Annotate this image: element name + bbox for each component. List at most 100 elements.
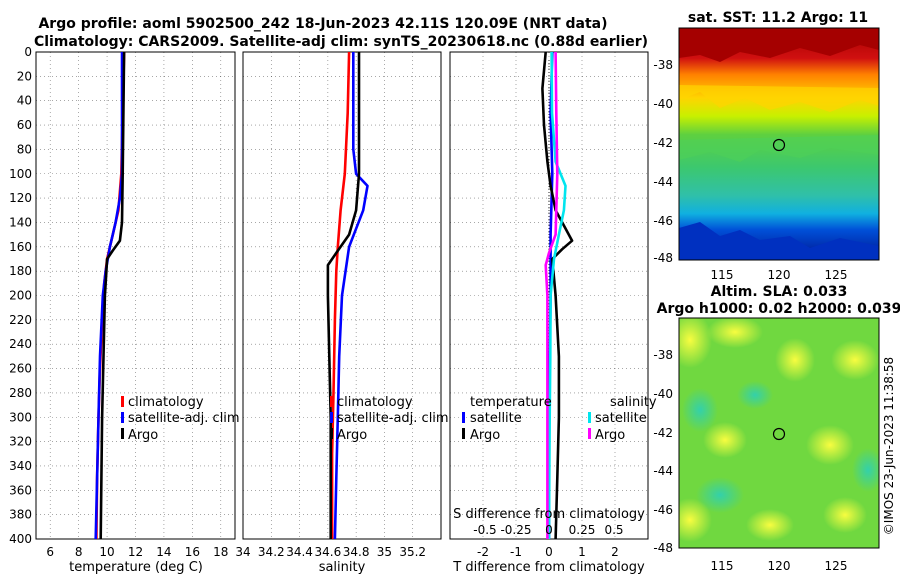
lat-tick-label: -38 [653,58,673,72]
s-tick-label: 0.5 [604,523,623,537]
sla-low-anomaly [737,381,773,409]
sla-high-anomaly [775,338,815,382]
legend-satellite-swatch [330,412,333,423]
temperature-panel: 0 20 40 60 80 100 120 140 160 180 200 220 240 260 280 3… [9,45,240,575]
sla-low-anomaly [852,448,879,492]
sla-high-anomaly [831,340,879,380]
depth-tick-label: 100 [9,167,32,181]
figure-title-line1: Argo profile: aoml 5902500_242 18-Jun-20… [38,16,607,32]
sla-high-anomaly [746,509,794,541]
depth-tick-label: 120 [9,191,32,205]
legend-satellite-swatch [121,412,124,423]
lat-tick-label: -48 [653,541,673,555]
lat-tick-label: -48 [653,251,673,265]
x-tick-label: 0 [545,545,553,559]
depth-tick-label: 400 [9,532,32,546]
difference-legend: temperature salinity satellite Argo sate… [462,395,657,443]
difference-grid [450,52,648,539]
depth-tick-label: 40 [17,94,32,108]
sla-low-anomaly [682,388,718,432]
lat-tick-label: -40 [653,97,673,111]
x-tick-label: 10 [99,545,114,559]
lon-tick-label: 125 [825,559,848,573]
depth-tick-label: 240 [9,337,32,351]
sst-front-region [679,85,879,112]
x-tick-label: 18 [213,545,228,559]
lat-tick-label: -46 [653,214,673,228]
legend-argo-label: Argo [337,428,367,443]
sla-map: Altim. SLA: 0.033 Argo h1000: 0.02 h2000… [653,284,900,573]
temperature-axes [35,51,236,540]
legend-t-satellite-swatch [462,412,465,423]
s-tick-label: -0.5 [473,523,496,537]
lat-tick-label: -44 [653,175,673,189]
depth-tick-label: 300 [9,410,32,424]
x-tick-label: 34 [235,545,250,559]
sla-high-anomaly [703,422,747,458]
depth-tick-label: 320 [9,435,32,449]
lat-tick-label: -38 [653,348,673,362]
lon-tick-label: 125 [825,268,848,282]
sla-map-subtitle: Argo h1000: 0.02 h2000: 0.039 [657,301,900,317]
sst-map-frame [678,27,880,261]
x-tick-label: 6 [46,545,54,559]
legend-s-satellite-swatch [588,412,591,423]
temperature-tick-labels: 6 8 10 12 14 16 18 [46,545,228,559]
legend-s-argo-label: Argo [595,428,625,443]
temperature-xlabel: temperature (deg C) [69,560,203,575]
sla-map-frame [678,317,880,549]
lat-tick-label: -44 [653,464,673,478]
figure-title-line2: Climatology: CARS2009. Satellite-adj cli… [34,34,648,50]
legend-climatology-label: climatology [128,395,204,410]
salinity-tick-labels: 34 34.2 34.4 34.6 34.8 35 35.2 [235,545,426,559]
t-difference-tick-labels: -2 -1 0 1 2 [477,545,619,559]
sst-field [679,28,879,260]
series-salinity-argo [544,51,559,539]
series-climatology [330,51,351,539]
s-tick-label: -0.25 [500,523,531,537]
legend-climatology-label: climatology [337,395,413,410]
lat-tick-label: -42 [653,136,673,150]
legend-argo-swatch [330,428,333,439]
x-tick-label: 16 [185,545,200,559]
series-argo [326,52,361,539]
salinity-legend: climatology satellite-adj. clim Argo [330,395,449,443]
lat-tick-label: -42 [653,426,673,440]
x-tick-label: 12 [128,545,143,559]
lon-tick-label: 120 [768,559,791,573]
depth-tick-label: 360 [9,483,32,497]
sla-low-anomaly [696,477,744,513]
sla-high-anomaly [679,498,712,542]
series-argo [99,51,126,540]
argo-location-marker [772,427,786,441]
depth-tick-label: 20 [17,69,32,83]
depth-tick-label: 260 [9,362,32,376]
series-satellite-adj-clim [333,52,369,540]
legend-t-argo-swatch [462,428,465,439]
salinity-xlabel: salinity [319,560,366,575]
legend-temperature-title: temperature [470,395,552,410]
salinity-panel: 34 34.2 34.4 34.6 34.8 35 35.2 salinity climat… [235,51,449,575]
depth-tick-label: 340 [9,459,32,473]
lon-tick-label: 115 [711,268,734,282]
temperature-profiles [94,51,126,540]
legend-argo-label: Argo [128,428,158,443]
sla-map-title: Altim. SLA: 0.033 [711,284,848,300]
sst-lat-labels: -38 -40 -42 -44 -46 -48 [653,58,673,265]
depth-tick-label: 160 [9,240,32,254]
sla-high-anomaly [806,425,854,465]
depth-tick-label: 0 [24,45,32,59]
depth-tick-label: 220 [9,313,32,327]
legend-t-satellite-label: satellite [470,411,522,426]
x-tick-label: 35.2 [399,545,426,559]
sla-high-anomaly [679,318,712,368]
legend-satellite-label: satellite-adj. clim [337,411,449,426]
difference-profiles [541,51,574,540]
legend-salinity-title: salinity [610,395,657,410]
depth-tick-label: 180 [9,264,32,278]
sla-high-anomaly [707,318,763,348]
s-difference-tick-labels: -0.5 -0.25 0 0.25 0.5 [473,523,623,537]
lat-tick-label: -40 [653,387,673,401]
depth-tick-label: 280 [9,386,32,400]
